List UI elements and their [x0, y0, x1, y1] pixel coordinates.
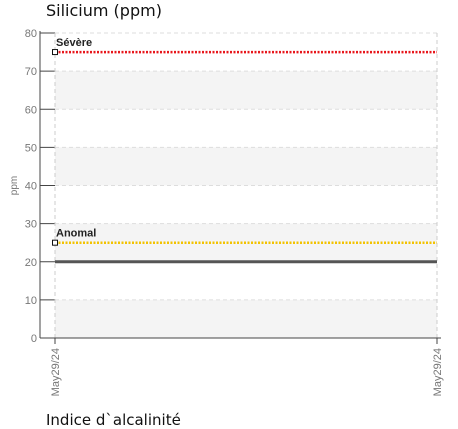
grid-band	[55, 300, 437, 338]
y-tick-label: 70	[25, 66, 37, 78]
next-chart-title: Indice d`alcalinité	[46, 411, 181, 429]
threshold-label: Sévère	[56, 37, 92, 49]
y-tick-label: 20	[25, 257, 37, 269]
y-tick-label: 50	[25, 142, 37, 154]
x-tick-label: May29/24	[432, 348, 444, 396]
y-tick-label: 0	[31, 333, 37, 345]
y-axis-label: ppm	[9, 176, 20, 195]
x-tick-label: May29/24	[50, 348, 62, 396]
grid-band	[55, 71, 437, 109]
y-tick-label: 40	[25, 181, 37, 193]
grid-band	[55, 147, 437, 185]
threshold-marker	[53, 240, 58, 245]
y-tick-label: 30	[25, 219, 37, 231]
y-tick-label: 10	[25, 295, 37, 307]
y-tick-label: 60	[25, 104, 37, 116]
threshold-label: Anomal	[56, 228, 96, 240]
y-tick-label: 80	[25, 28, 37, 40]
threshold-marker	[53, 50, 58, 55]
